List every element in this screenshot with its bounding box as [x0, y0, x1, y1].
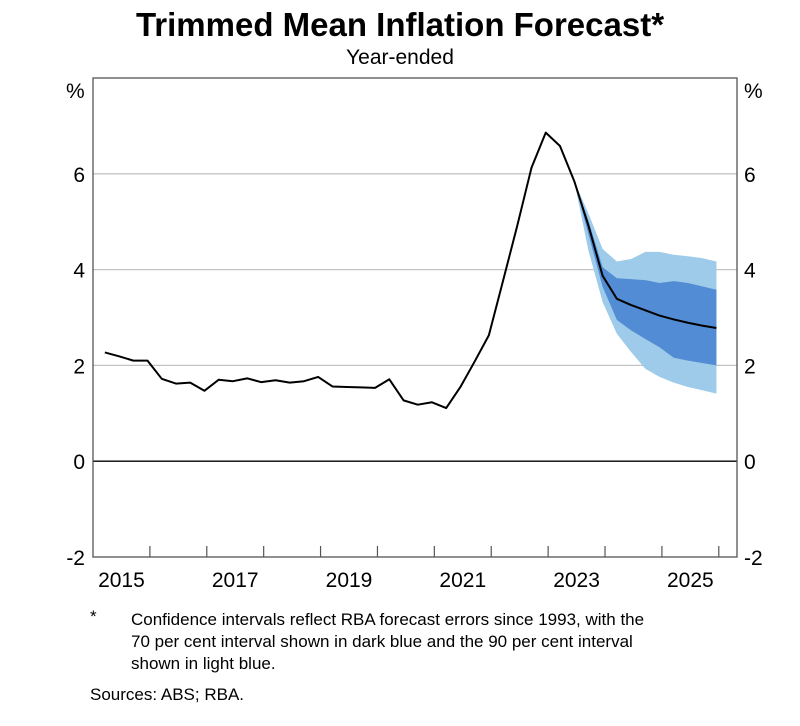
footnote-line: 70 per cent interval shown in dark blue …: [131, 632, 633, 651]
y-axis-unit-right: %: [744, 80, 763, 103]
actual-line: [104, 131, 576, 410]
y-tick-label-right: 6: [744, 164, 756, 187]
x-tick-label: 2023: [553, 569, 600, 592]
x-tick-label: 2025: [667, 569, 714, 592]
footnote-line: Confidence intervals reflect RBA forecas…: [131, 610, 645, 629]
x-tick-label: 2019: [326, 569, 373, 592]
chart-subtitle: Year-ended: [346, 46, 454, 69]
y-tick-label-right: 2: [744, 355, 756, 378]
y-tick-label-left: -2: [66, 547, 85, 570]
footnote-line: shown in light blue.: [131, 654, 276, 673]
x-tick-label: 2015: [98, 569, 145, 592]
footnote-marker: *: [90, 607, 97, 626]
x-tick-label: 2021: [439, 569, 486, 592]
y-tick-label-right: 4: [744, 260, 756, 283]
y-tick-label-left: 4: [73, 260, 85, 283]
y-tick-label-left: 0: [73, 451, 85, 474]
y-axis-unit-left: %: [66, 80, 85, 103]
y-tick-label-left: 2: [73, 355, 85, 378]
interval-70-band: [574, 180, 717, 366]
forecast-line: [573, 180, 717, 330]
x-tick-label: 2017: [212, 569, 259, 592]
chart-title: Trimmed Mean Inflation Forecast*: [135, 6, 665, 43]
y-tick-label-left: 6: [73, 164, 85, 187]
plot-frame: [92, 77, 738, 558]
y-tick-label-right: 0: [744, 451, 756, 474]
y-tick-label-right: -2: [744, 547, 763, 570]
sources: Sources: ABS; RBA.: [90, 685, 245, 704]
footnote-text: Confidence intervals reflect RBA forecas…: [131, 609, 644, 675]
